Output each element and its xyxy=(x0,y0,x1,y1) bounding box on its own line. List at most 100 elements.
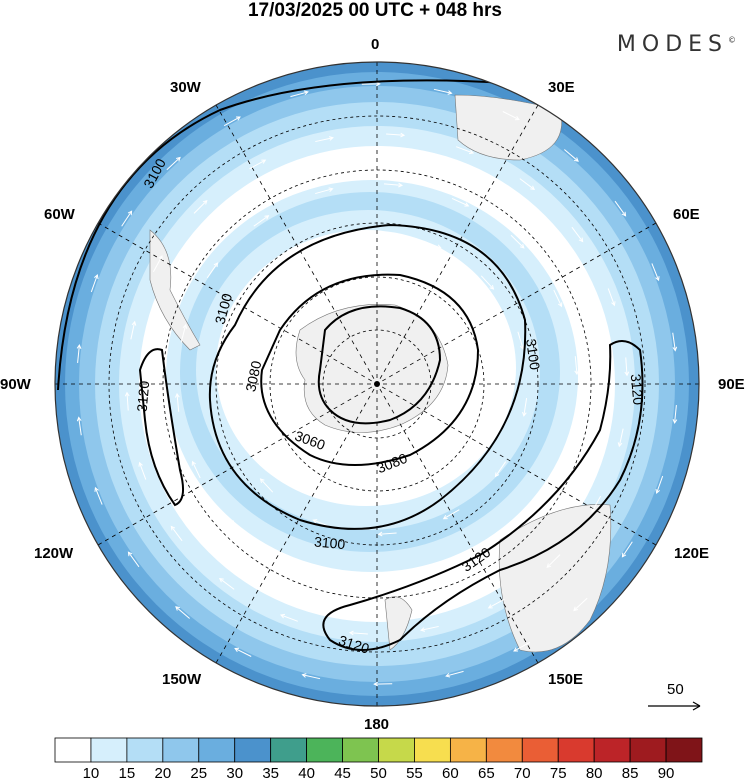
wind-vector-head xyxy=(94,274,99,280)
wind-vector xyxy=(94,487,103,505)
contour-3100-inner xyxy=(208,223,527,530)
lon-label-30w: 30W xyxy=(170,79,201,96)
wind-vector xyxy=(495,461,507,477)
wind-vector-head xyxy=(464,202,470,207)
wind-vector xyxy=(170,526,183,542)
colorbar-tick-label: 90 xyxy=(658,765,675,782)
colorbar-swatch xyxy=(342,737,379,763)
wind-vector-head xyxy=(254,290,260,296)
wind-vector-head xyxy=(557,302,563,308)
wind-vector xyxy=(480,275,494,290)
wind-vector-head xyxy=(574,157,579,162)
wind-vector-head xyxy=(328,187,334,192)
brand-logo: MODES© xyxy=(617,32,736,57)
colorbar-tick-label: 60 xyxy=(442,765,459,782)
wind-vector-head xyxy=(76,344,82,349)
wind-vector-head xyxy=(591,507,596,513)
wind-vector xyxy=(166,157,181,171)
colorbar-swatch xyxy=(629,737,667,763)
wind-vector-head xyxy=(398,182,404,188)
wind-vector xyxy=(192,461,201,479)
wind-vector-head xyxy=(375,81,381,87)
colorbar-swatch xyxy=(234,737,272,763)
wind-vector-head xyxy=(138,461,143,467)
wind-vector xyxy=(294,248,311,259)
wind-vector xyxy=(607,288,615,306)
wind-vector xyxy=(126,392,129,411)
colorbar-swatch xyxy=(414,737,451,763)
wind-vector xyxy=(315,137,334,143)
wind-vector-head xyxy=(400,132,406,138)
wind-vector xyxy=(230,418,237,437)
wind-vector-head xyxy=(535,500,541,506)
wind-vector-head xyxy=(175,392,180,398)
wind-vector xyxy=(433,88,452,94)
wind-vector xyxy=(130,321,136,340)
colorbar-tick-label: 20 xyxy=(154,765,171,782)
colorbar-tick-label: 55 xyxy=(406,765,423,782)
wind-vector-head xyxy=(284,561,290,566)
wind-vector-head xyxy=(175,606,180,611)
colorbar-tick-label: 70 xyxy=(514,765,531,782)
colorbar-tick-label: 40 xyxy=(298,765,315,782)
wind-vector-head xyxy=(514,115,520,121)
colorbar-swatch xyxy=(270,737,308,763)
colorbar-swatch xyxy=(665,737,703,763)
wind-vector-head xyxy=(574,370,579,376)
wind-vector-head xyxy=(672,419,678,424)
wind-vector-head xyxy=(94,486,99,492)
wind-vector xyxy=(523,397,528,416)
wind-vector xyxy=(443,509,460,520)
wind-vector-head xyxy=(328,136,334,141)
colorbar-swatch xyxy=(485,737,523,763)
lon-label-150w: 150W xyxy=(162,671,202,688)
wind-vector xyxy=(315,188,333,195)
wind-vector xyxy=(591,495,602,513)
wind-vector-head xyxy=(373,681,379,687)
wind-vector xyxy=(451,197,469,207)
wind-vector xyxy=(513,641,531,652)
wind-vector-head xyxy=(127,210,133,216)
wind-vector xyxy=(78,417,82,436)
wind-vector-head xyxy=(578,237,584,243)
wind-vector xyxy=(674,404,677,423)
colorbar-swatch xyxy=(521,737,559,763)
wind-vector xyxy=(128,551,140,568)
wind-vector xyxy=(510,234,525,249)
wind-vector-head xyxy=(494,472,500,478)
wind-vector xyxy=(455,146,474,154)
wind-vector-head xyxy=(489,285,495,290)
wind-vector xyxy=(249,159,266,170)
wind-vector xyxy=(656,475,664,494)
wind-vector-head xyxy=(420,627,426,632)
wind-vector xyxy=(229,519,244,534)
wind-vector xyxy=(139,462,147,480)
wind-vector-head xyxy=(264,215,270,220)
colorbar-swatch xyxy=(198,737,236,763)
contour-3120-west xyxy=(138,348,185,507)
wind-vector-head xyxy=(218,577,224,583)
wind-vector-head xyxy=(131,320,137,326)
wind-vector xyxy=(77,345,80,364)
wind-vector-head xyxy=(350,580,356,586)
wind-vector xyxy=(219,578,235,590)
colorbar-tick-label: 80 xyxy=(586,765,603,782)
wind-vector-head xyxy=(348,630,354,636)
colorbar-tick-label: 65 xyxy=(478,765,495,782)
wind-vector-head xyxy=(229,418,235,424)
lon-label-90w: 90W xyxy=(0,376,31,393)
wind-vector-head xyxy=(312,519,318,524)
wind-vector-head xyxy=(191,460,197,466)
contour-3080 xyxy=(260,273,480,466)
wind-vector-head xyxy=(306,248,312,253)
lon-label-120e: 120E xyxy=(674,545,710,562)
wind-vector-head xyxy=(182,323,188,329)
lon-label-60e: 60E xyxy=(673,206,700,223)
wind-vector xyxy=(622,541,633,558)
wind-vector-head xyxy=(513,647,519,652)
colorbar: 10 15 20 25 30 35 40 45 50 55 60 65 70 75 80 85 90 xyxy=(54,737,703,782)
wind-vector-head xyxy=(672,346,678,352)
colorbar-swatch xyxy=(378,737,415,763)
wind-vector-head xyxy=(371,231,377,237)
